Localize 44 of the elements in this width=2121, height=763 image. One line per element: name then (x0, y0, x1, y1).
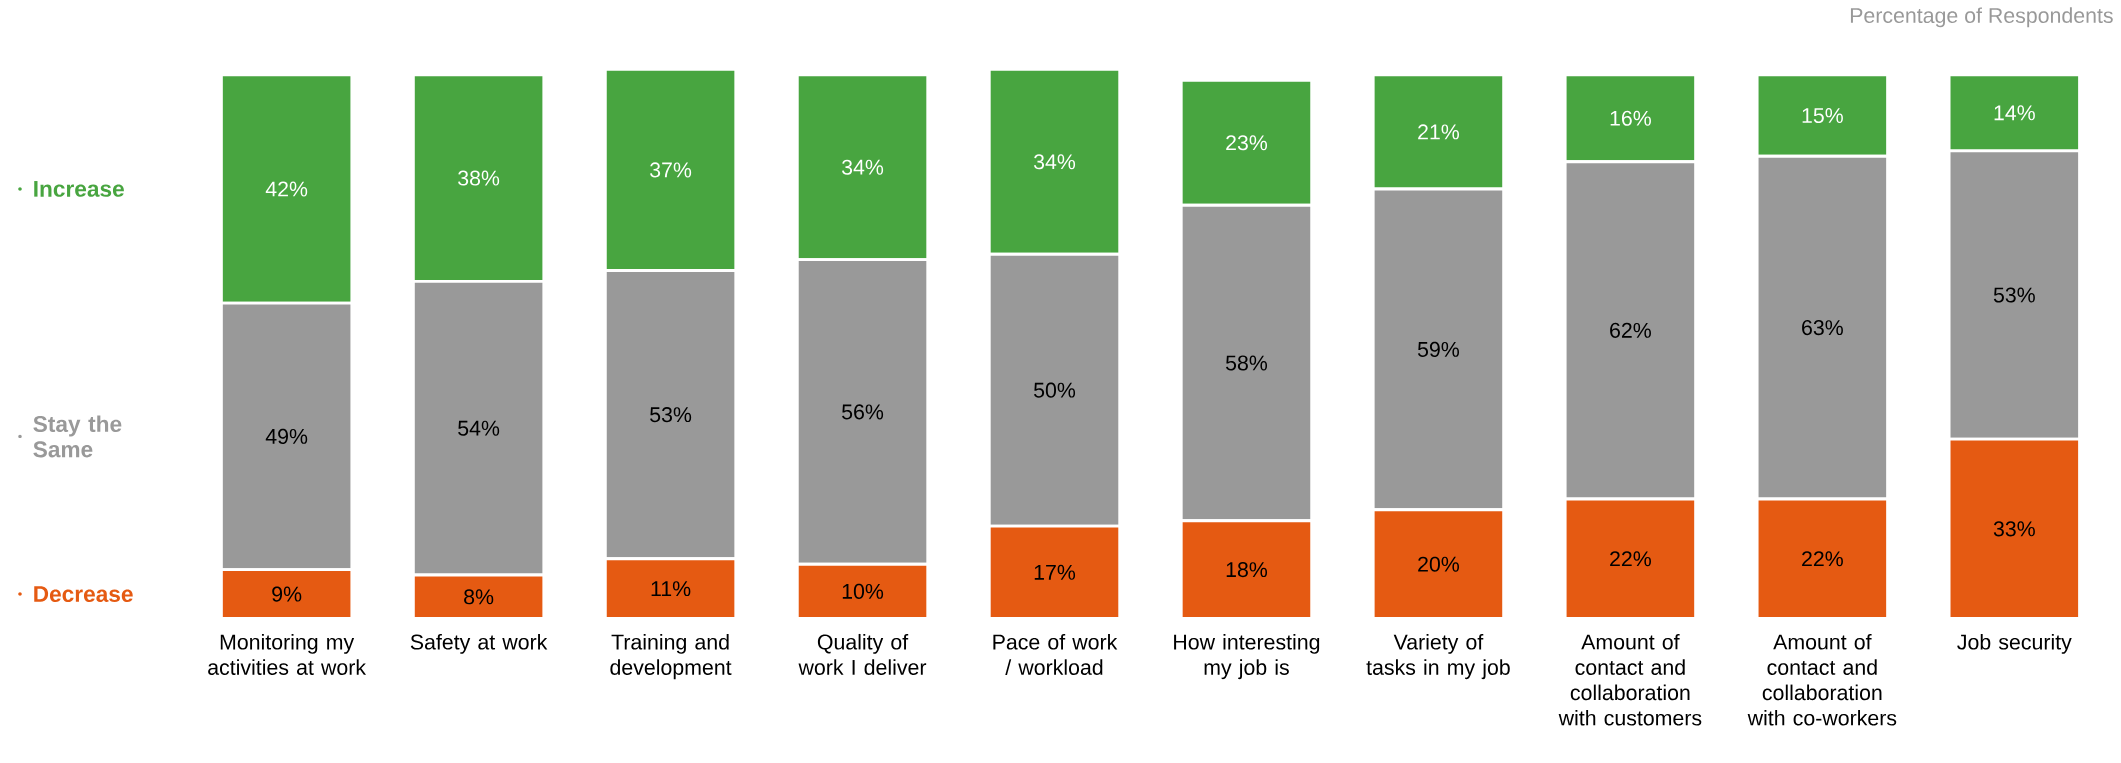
data-label: 53% (1993, 287, 2035, 303)
x-tick-label: Monitoring my activities at work (208, 634, 367, 676)
x-tick-label: Variety of tasks in my job (1366, 634, 1510, 680)
x-tick-label: Amount of contact and collaboration with customers (1558, 634, 1702, 726)
data-label: 53% (650, 407, 692, 423)
data-label: 10% (842, 584, 884, 600)
data-label: 34% (842, 159, 884, 175)
data-label: 37% (650, 162, 692, 178)
data-label: 18% (1226, 562, 1268, 578)
x-tick-label: Quality of work I deliver (798, 634, 927, 676)
legend-label: Increase (34, 181, 124, 198)
data-label: 54% (458, 420, 500, 436)
data-label: 33% (1993, 521, 2035, 537)
x-tick-label: Amount of contact and collaboration with co-workers (1747, 634, 1897, 726)
data-label: 50% (1034, 382, 1076, 398)
data-label: 21% (1418, 124, 1460, 140)
data-label: 56% (842, 404, 884, 420)
data-label: 38% (458, 170, 500, 186)
legend-label: Decrease (34, 586, 133, 603)
text: Percentage of Respondents (1850, 7, 2113, 28)
x-tick-label: Pace of work / workload (993, 634, 1118, 676)
data-label: 63% (1802, 320, 1843, 336)
data-label: 23% (1226, 135, 1268, 151)
data-label: 11% (651, 581, 691, 597)
data-label: 16% (1610, 110, 1651, 127)
text: Stay the Same (33, 415, 122, 458)
x-tick-label: Safety at work (410, 634, 548, 655)
x-tick-label: Training and development (610, 634, 732, 680)
x-tick-label: How interesting my job is (1174, 634, 1320, 680)
data-label: 49% (265, 429, 308, 445)
data-label: 62% (1610, 323, 1651, 339)
data-label: 22% (1802, 551, 1843, 567)
data-label: 14% (1994, 105, 2035, 121)
x-tick-label: Job security (1957, 634, 2072, 655)
data-label: 34% (1033, 154, 1076, 170)
data-label: 15% (1802, 108, 1843, 124)
data-label: 42% (265, 181, 308, 197)
data-label: 17% (1034, 565, 1076, 581)
data-label: 22% (1610, 551, 1651, 567)
data-label: 8% (464, 589, 494, 605)
data-label: 20% (1418, 556, 1460, 572)
data-label: 58% (1225, 355, 1268, 371)
data-label: 59% (1417, 342, 1460, 358)
data-label: 9% (272, 586, 302, 602)
